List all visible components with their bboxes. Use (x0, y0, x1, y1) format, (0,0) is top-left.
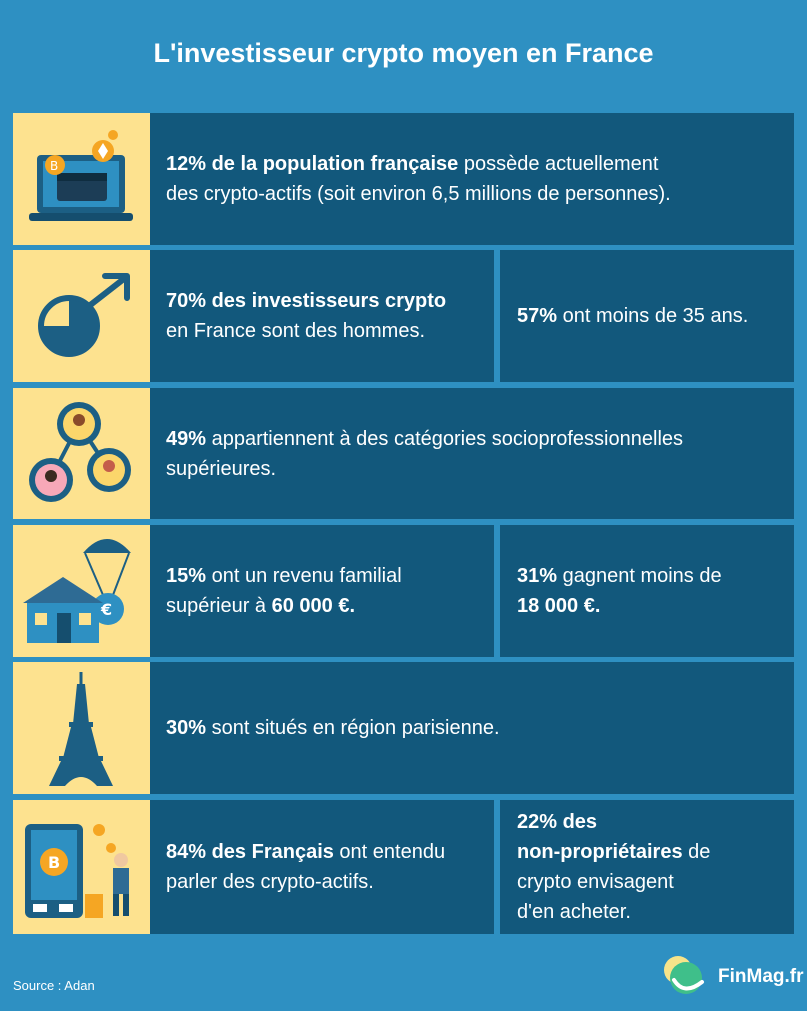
svg-text:B: B (50, 159, 58, 173)
laptop-crypto-wallet-icon: B (13, 113, 150, 245)
people-gears-network-icon (13, 388, 150, 519)
finmag-logo-icon (664, 956, 704, 994)
stat-row-csp: 49% appartiennent à des catégories socio… (13, 388, 794, 519)
brand-name: FinMag.fr (718, 966, 804, 987)
stat-intent-text: 22% des non-propriétaires de crypto envisa… (500, 800, 794, 934)
stat-income-low-text: 31% gagnent moins de 18 000 €. (500, 525, 794, 657)
eiffel-tower-icon (13, 662, 150, 794)
stat-row-region: 30% sont situés en région parisienne. (13, 662, 794, 794)
svg-text:B: B (48, 853, 60, 872)
stat-awareness-text: 84% des Français ont entendu parler des c… (150, 800, 494, 934)
bitcoin-atm-miner-icon: B (13, 800, 150, 934)
finmag-logo[interactable]: FinMag.fr (658, 952, 804, 1002)
source-note: Source : Adan (13, 978, 95, 993)
stat-row-awareness: B 84% des Français ont entendu parler des… (13, 800, 794, 934)
stat-row-income: € 15% ont un revenu familial supérieur à … (13, 525, 794, 657)
stat-region-text: 30% sont situés en région parisienne. (150, 662, 794, 794)
svg-text:€: € (100, 600, 112, 619)
stat-csp-text: 49% appartiennent à des catégories socio… (150, 388, 794, 519)
stat-row-population: B 12% de la population française possède… (13, 113, 794, 245)
male-symbol-pie-icon (13, 250, 150, 382)
stat-income-high-text: 15% ont un revenu familial supérieur à 60… (150, 525, 494, 657)
stat-age-text: 57% ont moins de 35 ans. (500, 250, 794, 382)
stat-men-text: 70% des investisseurs crypto en France so… (150, 250, 494, 382)
house-money-parachute-icon: € (13, 525, 150, 657)
stat-population-text: 12% de la population française possède a… (150, 113, 794, 245)
stat-row-gender: 70% des investisseurs crypto en France so… (13, 250, 794, 382)
page-title: L'investisseur crypto moyen en France (153, 38, 654, 68)
